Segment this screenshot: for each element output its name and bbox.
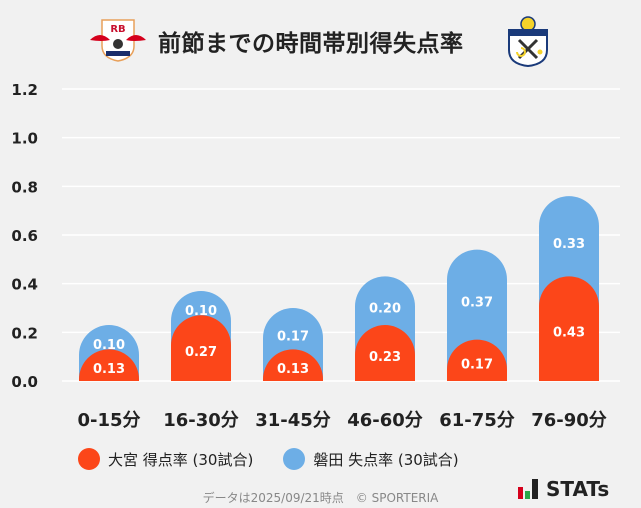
data-label-iwata: 0.33: [553, 237, 585, 252]
y-tick-label: 0.6: [11, 227, 38, 245]
data-label-omiya: 0.17: [461, 357, 493, 372]
stats-bars-icon: [518, 479, 538, 499]
x-tick-label: 31-45分: [255, 410, 331, 431]
y-tick-label: 1.0: [11, 130, 38, 148]
bar-omiya: [355, 325, 415, 381]
y-tick-label: 0.2: [11, 324, 38, 342]
y-tick-label: 1.2: [11, 81, 38, 99]
y-tick-label: 0.8: [11, 178, 38, 196]
home-team-logo: RB: [88, 18, 148, 62]
legend: 大宮 得点率 (30試合) 磐田 失点率 (30試合): [78, 448, 459, 470]
bar-omiya: [171, 315, 232, 381]
stats-brand: STATs: [546, 477, 610, 501]
data-label-iwata: 0.17: [277, 330, 309, 345]
legend-swatch-omiya: [78, 448, 100, 470]
bar-omiya: [79, 349, 139, 381]
data-label-iwata: 0.20: [369, 302, 401, 317]
data-label-omiya: 0.27: [185, 345, 217, 360]
bar-omiya: [263, 349, 323, 381]
x-tick-label: 61-75分: [439, 410, 515, 431]
legend-label-iwata: 磐田 失点率 (30試合): [313, 450, 459, 469]
chart-area: 0.0 0.2 0.4 0.6 0.8 1.0 1.2 0.10 0.13 0-15分 0.10 0.…: [11, 81, 620, 431]
data-label-omiya: 0.43: [553, 326, 585, 341]
x-tick-label: 76-90分: [531, 410, 607, 431]
y-tick-label: 0.0: [11, 373, 38, 391]
data-label-iwata: 0.10: [185, 304, 217, 319]
legend-label-omiya: 大宮 得点率 (30試合): [108, 450, 254, 469]
chart-title: 前節までの時間帯別得失点率: [158, 31, 464, 57]
legend-swatch-iwata: [283, 448, 306, 470]
y-tick-label: 0.4: [11, 276, 38, 294]
x-tick-label: 16-30分: [163, 410, 239, 431]
x-tick-label: 46-60分: [347, 410, 423, 431]
x-tick-label: 0-15分: [77, 410, 140, 431]
data-label-omiya: 0.13: [93, 362, 125, 377]
data-label-omiya: 0.23: [369, 350, 401, 365]
data-label-omiya: 0.13: [277, 362, 309, 377]
data-label-iwata: 0.10: [93, 338, 125, 353]
svg-text:RB: RB: [110, 24, 125, 35]
away-team-logo: [503, 14, 553, 68]
legend-item-omiya: 大宮 得点率 (30試合): [78, 448, 253, 470]
footer-note: データは2025/09/21時点 © SPORTERIA: [202, 491, 439, 505]
legend-item-iwata: 磐田 失点率 (30試合): [283, 448, 459, 470]
data-label-iwata: 0.37: [461, 296, 493, 311]
bar-omiya: [539, 276, 599, 381]
stats-logo: STATs: [518, 479, 609, 499]
bar-omiya: [447, 339, 507, 381]
